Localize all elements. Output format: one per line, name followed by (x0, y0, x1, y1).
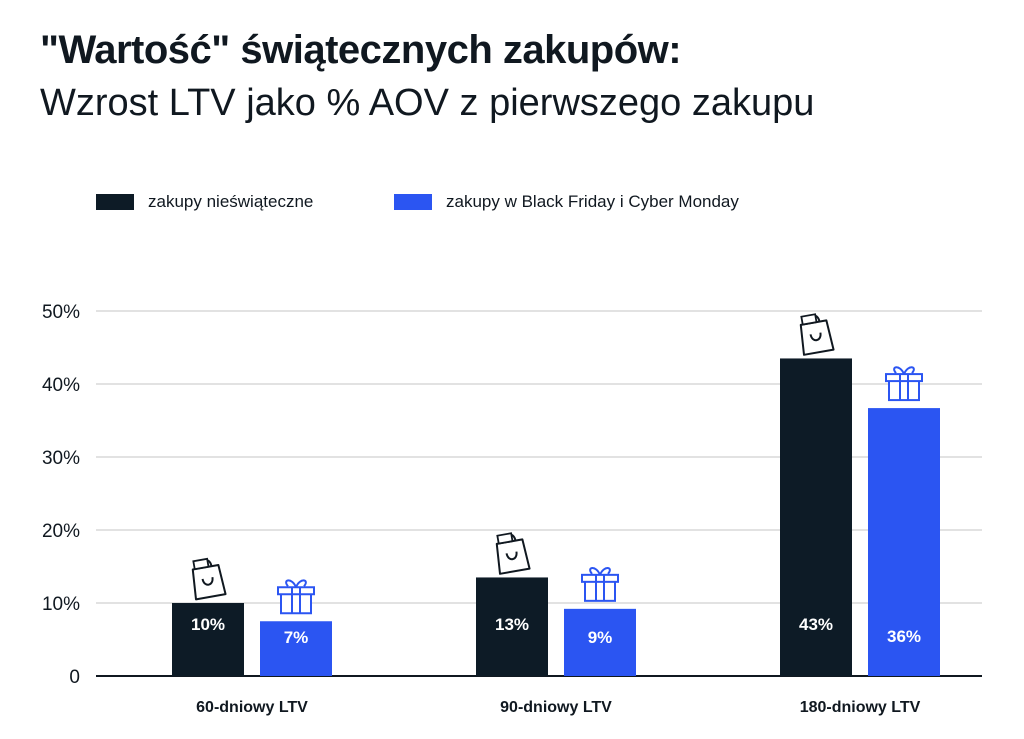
y-tick-label: 10% (42, 594, 80, 615)
bar-non-holiday (780, 358, 852, 676)
shopping-bag-icon (799, 313, 835, 356)
gift-icon (885, 366, 923, 402)
x-tick-label: 180-dniowy LTV (800, 699, 921, 716)
bar-holiday (868, 408, 940, 676)
x-tick-label: 90-dniowy LTV (500, 699, 612, 716)
legend-swatch-holiday (394, 194, 432, 210)
chart-subtitle: Wzrost LTV jako % AOV z pierwszego zakup… (40, 82, 815, 124)
y-tick-label: 20% (42, 521, 80, 542)
shopping-bag-icon (191, 557, 227, 601)
bar-non-holiday (476, 577, 548, 676)
data-label-non-holiday: 10% (191, 615, 225, 634)
bar-holiday (260, 621, 332, 676)
y-tick-label: 40% (42, 375, 80, 396)
y-tick-label: 0 (69, 667, 80, 688)
bar-holiday (564, 608, 636, 676)
gift-icon (581, 566, 619, 602)
gift-icon (277, 579, 315, 615)
data-label-non-holiday: 13% (495, 615, 529, 634)
data-label-holiday: 36% (887, 627, 921, 646)
data-label-holiday: 7% (284, 628, 309, 647)
legend-label-non-holiday: zakupy nieświąteczne (148, 192, 314, 211)
y-tick-label: 50% (42, 302, 80, 323)
data-label-non-holiday: 43% (799, 615, 833, 634)
legend-swatch-non-holiday (96, 194, 134, 210)
legend-item-holiday: zakupy w Black Friday i Cyber Monday (394, 192, 739, 212)
data-label-holiday: 9% (588, 628, 613, 647)
legend-item-non-holiday: zakupy nieświąteczne (96, 192, 313, 212)
chart-title: "Wartość" świątecznych zakupów: (40, 28, 682, 72)
x-tick-label: 60-dniowy LTV (196, 699, 308, 716)
shopping-bag-icon (495, 532, 531, 575)
bar-non-holiday (172, 603, 244, 676)
legend-label-holiday: zakupy w Black Friday i Cyber Monday (446, 192, 739, 211)
y-tick-label: 30% (42, 448, 80, 469)
